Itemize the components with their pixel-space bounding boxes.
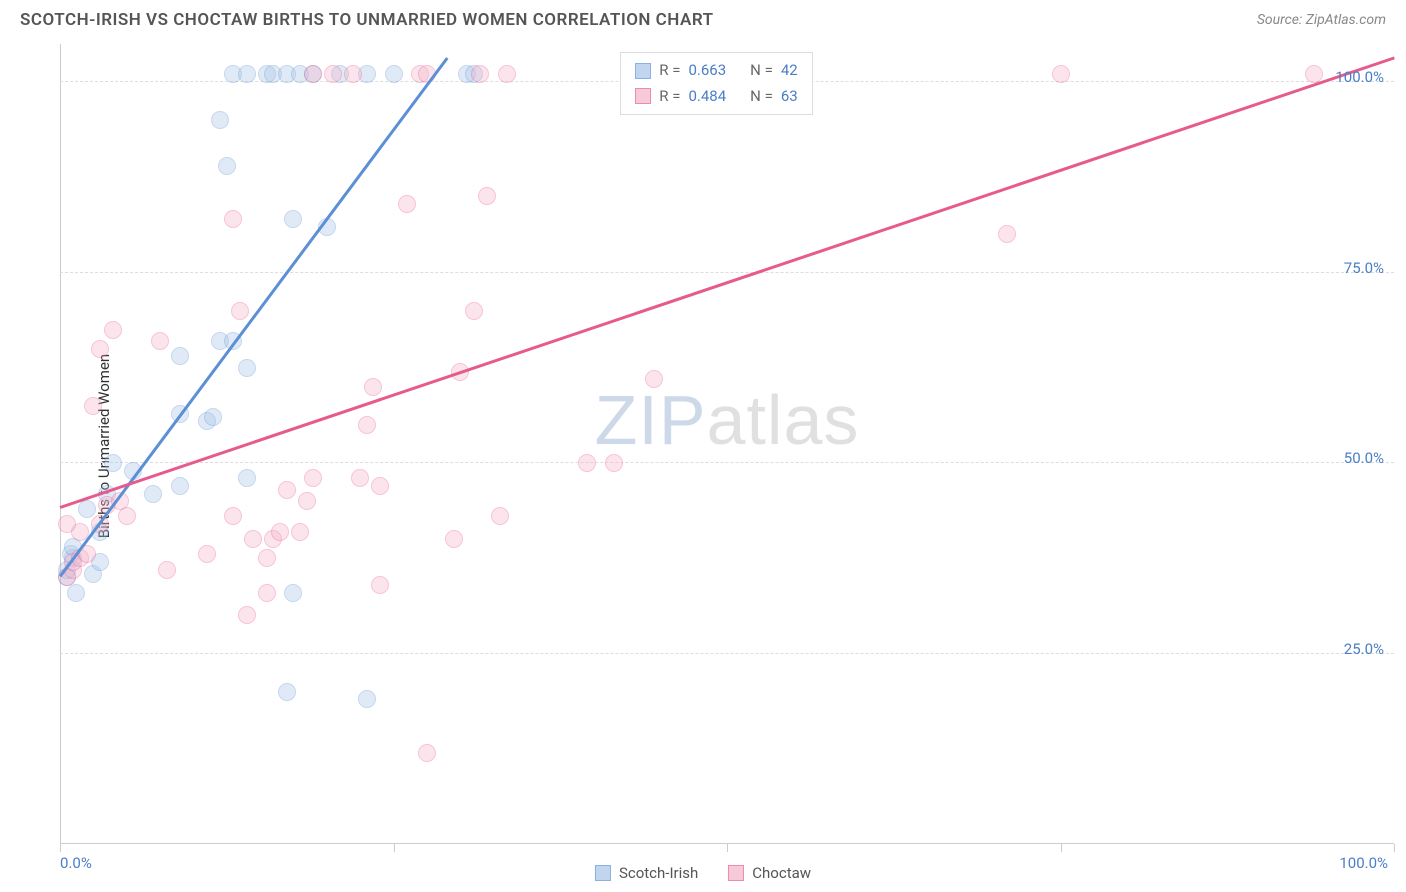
y-tick-label: 50.0% — [1344, 449, 1384, 467]
legend-label-scotch-irish: Scotch-Irish — [619, 864, 698, 882]
n-value-choctaw: 63 — [781, 84, 798, 110]
correlation-legend: R = 0.663 N = 42 R = 0.484 N = 63 — [620, 52, 812, 115]
data-point — [231, 302, 249, 320]
data-point — [605, 454, 623, 472]
n-label: N = — [750, 58, 773, 84]
data-point — [645, 370, 663, 388]
legend-swatch-scotch-irish — [635, 63, 651, 79]
y-tick-label: 25.0% — [1344, 640, 1384, 658]
legend-swatch-scotch-irish — [595, 865, 611, 881]
data-point — [218, 157, 236, 175]
data-point — [291, 523, 309, 541]
data-point — [211, 111, 229, 129]
plot-border — [60, 44, 1394, 844]
series-legend: Scotch-Irish Choctaw — [595, 864, 811, 882]
data-point — [278, 683, 296, 701]
data-point — [1052, 65, 1070, 83]
data-point — [324, 65, 342, 83]
n-label: N = — [750, 84, 773, 110]
data-point — [998, 225, 1016, 243]
data-point — [238, 469, 256, 487]
legend-swatch-choctaw — [728, 865, 744, 881]
data-point — [198, 545, 216, 563]
data-point — [238, 65, 256, 83]
data-point — [158, 561, 176, 579]
r-value-scotch-irish: 0.663 — [688, 58, 726, 84]
data-point — [344, 65, 362, 83]
data-point — [491, 507, 509, 525]
x-tick — [727, 844, 728, 852]
data-point — [238, 606, 256, 624]
data-point — [358, 416, 376, 434]
data-point — [271, 523, 289, 541]
y-tick-label: 75.0% — [1344, 259, 1384, 277]
data-point — [578, 454, 596, 472]
legend-row-choctaw: R = 0.484 N = 63 — [635, 84, 797, 110]
legend-row-scotch-irish: R = 0.663 N = 42 — [635, 58, 797, 84]
data-point — [445, 530, 463, 548]
data-point — [238, 359, 256, 377]
data-point — [84, 397, 102, 415]
data-point — [418, 744, 436, 762]
data-point — [371, 576, 389, 594]
r-label: R = — [659, 58, 680, 84]
data-point — [144, 485, 162, 503]
data-point — [358, 690, 376, 708]
legend-item-choctaw: Choctaw — [728, 864, 811, 882]
data-point — [498, 65, 516, 83]
data-point — [91, 340, 109, 358]
data-point — [278, 481, 296, 499]
x-tick-label: 100.0% — [1339, 854, 1388, 872]
data-point — [385, 65, 403, 83]
chart-title: SCOTCH-IRISH VS CHOCTAW BIRTHS TO UNMARR… — [20, 10, 714, 30]
data-point — [304, 469, 322, 487]
data-point — [304, 65, 322, 83]
x-tick — [1061, 844, 1062, 852]
data-point — [151, 332, 169, 350]
x-tick — [1394, 844, 1395, 852]
data-point — [78, 500, 96, 518]
data-point — [371, 477, 389, 495]
x-tick — [60, 844, 61, 852]
r-label: R = — [659, 84, 680, 110]
legend-label-choctaw: Choctaw — [752, 864, 811, 882]
data-point — [351, 469, 369, 487]
n-value-scotch-irish: 42 — [781, 58, 798, 84]
gridline — [60, 272, 1394, 273]
gridline — [60, 462, 1394, 463]
data-point — [298, 492, 316, 510]
data-point — [258, 549, 276, 567]
data-point — [465, 302, 483, 320]
data-point — [104, 321, 122, 339]
data-point — [67, 584, 85, 602]
data-point — [104, 454, 122, 472]
data-point — [398, 195, 416, 213]
x-tick-label: 0.0% — [60, 854, 92, 872]
data-point — [284, 584, 302, 602]
source-attribution: Source: ZipAtlas.com — [1257, 12, 1386, 28]
data-point — [258, 584, 276, 602]
data-point — [478, 187, 496, 205]
data-point — [471, 65, 489, 83]
gridline — [60, 653, 1394, 654]
y-tick-label: 100.0% — [1335, 68, 1384, 86]
legend-swatch-choctaw — [635, 88, 651, 104]
chart-plot-area: ZIPatlas R = 0.663 N = 42 R = 0.484 N = … — [60, 44, 1394, 844]
legend-item-scotch-irish: Scotch-Irish — [595, 864, 698, 882]
data-point — [224, 210, 242, 228]
data-point — [284, 210, 302, 228]
data-point — [224, 507, 242, 525]
data-point — [364, 378, 382, 396]
data-point — [58, 515, 76, 533]
data-point — [171, 477, 189, 495]
x-tick — [394, 844, 395, 852]
data-point — [244, 530, 262, 548]
data-point — [171, 347, 189, 365]
data-point — [204, 408, 222, 426]
r-value-choctaw: 0.484 — [688, 84, 726, 110]
